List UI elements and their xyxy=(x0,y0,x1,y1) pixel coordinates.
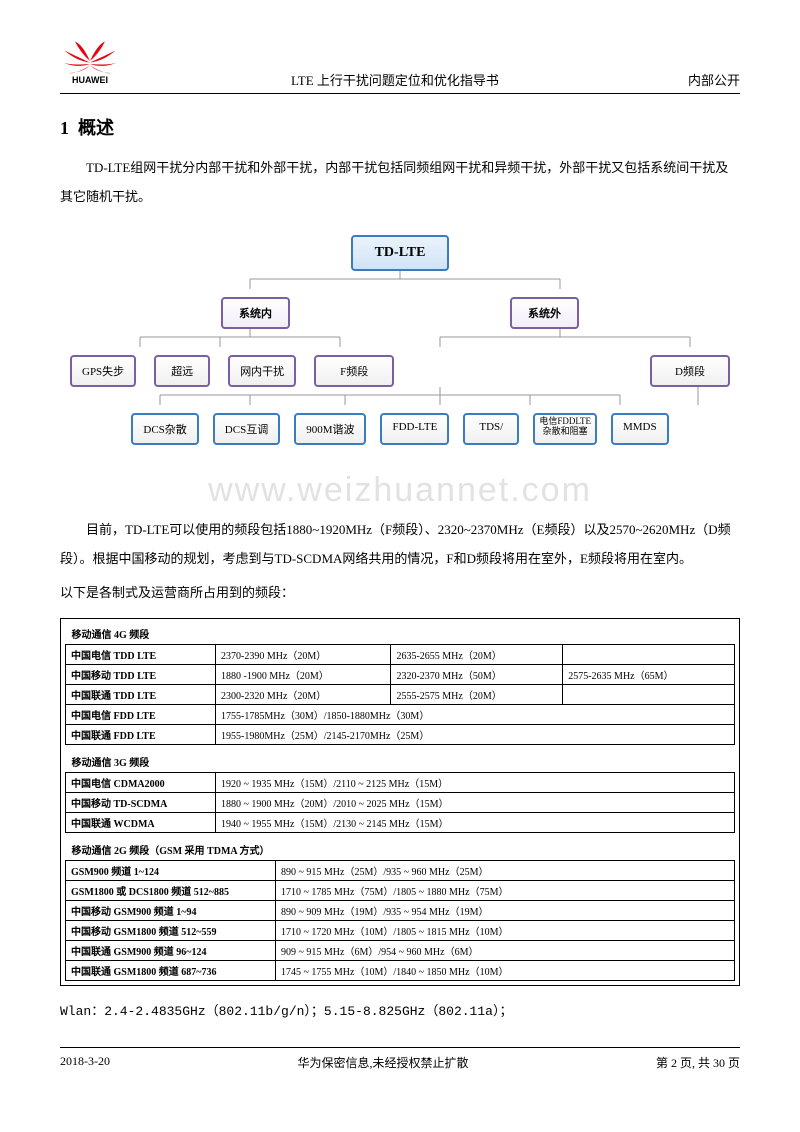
table-4g: 移动通信 4G 频段 中国电信 TDD LTE2370-2390 MHz（20M… xyxy=(65,623,735,745)
table-row: 中国移动 TD-SCDMA1880 ~ 1900 MHz（20M）/2010 ~… xyxy=(66,792,735,812)
tree-cat-internal: 系统内 xyxy=(221,297,290,329)
tree-root: TD-LTE xyxy=(351,235,450,271)
table-2g: 移动通信 2G 频段（GSM 采用 TDMA 方式） GSM900 频道 1~1… xyxy=(65,839,735,981)
tree-leaf: 电信FDDLTE 杂散和阻塞 xyxy=(533,413,597,445)
page-header: HUAWEI LTE 上行干扰问题定位和优化指导书 内部公开 xyxy=(60,40,740,94)
table-row: 中国移动 GSM900 频道 1~94890 ~ 909 MHz（19M）/93… xyxy=(66,900,735,920)
tree-mid: 网内干扰 xyxy=(228,355,296,387)
header-classification: 内部公开 xyxy=(660,70,740,89)
svg-text:HUAWEI: HUAWEI xyxy=(72,75,108,85)
tree-leaf: DCS互调 xyxy=(213,413,280,445)
page-footer: 2018-3-20 华为保密信息,未经授权禁止扩散 第 2 页, 共 30 页 xyxy=(60,1047,740,1071)
table-row: 中国联通 GSM1800 频道 687~7361745 ~ 1755 MHz（1… xyxy=(66,960,735,980)
footer-confidential: 华为保密信息,未经授权禁止扩散 xyxy=(297,1054,468,1071)
frequency-tables: 移动通信 4G 频段 中国电信 TDD LTE2370-2390 MHz（20M… xyxy=(60,618,740,986)
table-row: 中国移动 TDD LTE1880 -1900 MHz（20M）2320-2370… xyxy=(66,664,735,684)
tree-leaf: DCS杂散 xyxy=(131,413,198,445)
table-row: GSM900 频道 1~124890 ~ 915 MHz（25M）/935 ~ … xyxy=(66,860,735,880)
huawei-logo: HUAWEI xyxy=(60,40,130,89)
tree-leaf: FDD-LTE xyxy=(380,413,449,445)
tree-mid: GPS失步 xyxy=(70,355,136,387)
tree-cat-external: 系统外 xyxy=(510,297,579,329)
table-row: 中国联通 TDD LTE2300-2320 MHz（20M）2555-2575 … xyxy=(66,684,735,704)
table-row: 中国联通 WCDMA1940 ~ 1955 MHz（15M）/2130 ~ 21… xyxy=(66,812,735,832)
tree-mid: D频段 xyxy=(650,355,730,387)
table-row: 中国联通 FDD LTE1955-1980MHz（25M）/2145-2170M… xyxy=(66,724,735,744)
tree-mid: 超远 xyxy=(154,355,210,387)
header-title: LTE 上行干扰问题定位和优化指导书 xyxy=(130,70,660,89)
section-heading: 1 概述 xyxy=(60,114,740,140)
tree-leaf: TDS/ xyxy=(463,413,519,445)
table-3g: 移动通信 3G 频段 中国电信 CDMA20001920 ~ 1935 MHz（… xyxy=(65,751,735,833)
footer-page: 第 2 页, 共 30 页 xyxy=(656,1054,740,1071)
table-row: 中国电信 TDD LTE2370-2390 MHz（20M）2635-2655 … xyxy=(66,644,735,664)
tree-leaf: 900M谐波 xyxy=(294,413,366,445)
wlan-line: Wlan：2.4-2.4835GHz（802.11b/g/n）；5.15-8.8… xyxy=(60,1000,740,1019)
table-row: GSM1800 或 DCS1800 频道 512~8851710 ~ 1785 … xyxy=(66,880,735,900)
table-row: 中国电信 FDD LTE1755-1785MHz（30M）/1850-1880M… xyxy=(66,704,735,724)
footer-date: 2018-3-20 xyxy=(60,1054,110,1071)
table-row: 中国移动 GSM1800 频道 512~5591710 ~ 1720 MHz（1… xyxy=(66,920,735,940)
table-row: 中国联通 GSM900 频道 96~124909 ~ 915 MHz（6M）/9… xyxy=(66,940,735,960)
tree-leaf: MMDS xyxy=(611,413,669,445)
tree-mid: F频段 xyxy=(314,355,394,387)
intro-paragraph: TD-LTE组网干扰分内部干扰和外部干扰，内部干扰包括同频组网干扰和异频干扰，外… xyxy=(60,154,740,211)
interference-tree-diagram: TD-LTE 系统内 系统外 GPS失步 超远 网内干扰 F频段 D频段 DCS… xyxy=(60,235,740,445)
paragraph-3: 以下是各制式及运营商所占用到的频段： xyxy=(60,579,740,608)
paragraph-2: 目前，TD-LTE可以使用的频段包括1880~1920MHz（F频段）、2320… xyxy=(60,516,740,573)
watermark: www.weizhuannet.com xyxy=(60,471,740,510)
table-row: 中国电信 CDMA20001920 ~ 1935 MHz（15M）/2110 ~… xyxy=(66,772,735,792)
